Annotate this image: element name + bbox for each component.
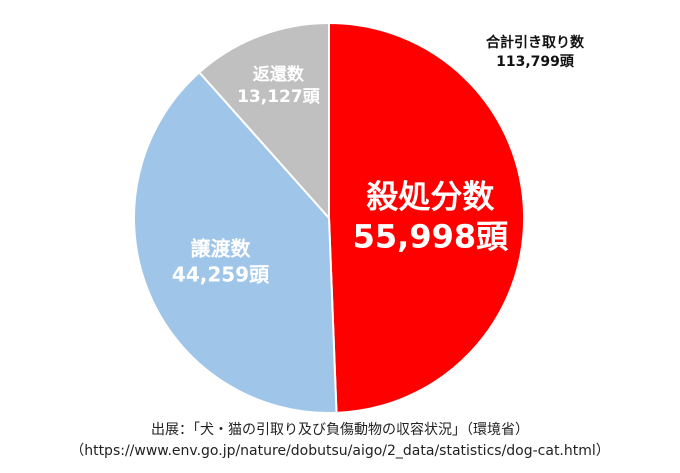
total-label: 合計引き取り数	[486, 35, 584, 51]
source-citation: 出展：「犬・猫の引取り及び負傷動物の収容状況」（環境省） （https://ww…	[0, 420, 680, 462]
total-annotation: 合計引き取り数 113,799頭	[470, 34, 600, 72]
pie-slice-1	[133, 70, 338, 414]
slice-value-label: 13,127頭	[237, 87, 321, 107]
pie-slice-0	[328, 21, 526, 414]
pie-slices	[133, 21, 526, 414]
slice-name-label: 譲渡数	[191, 237, 252, 261]
pie-slice-2	[197, 21, 330, 221]
slice-value-label: 55,998頭	[353, 217, 509, 255]
slice-name-label: 返還数	[253, 64, 305, 85]
slice-name-label: 殺処分数	[366, 177, 495, 215]
total-value: 113,799頭	[496, 54, 574, 70]
slice-value-label: 44,259頭	[172, 263, 270, 287]
source-line-1: 出展：「犬・猫の引取り及び負傷動物の収容状況」（環境省）	[151, 422, 529, 438]
source-line-2: （https://www.env.go.jp/nature/dobutsu/ai…	[70, 443, 610, 459]
